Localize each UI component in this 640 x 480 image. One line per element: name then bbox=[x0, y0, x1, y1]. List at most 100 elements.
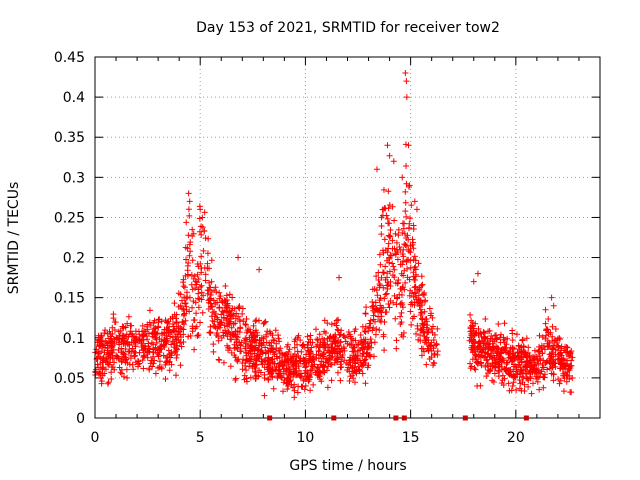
data-point-mark bbox=[494, 344, 501, 351]
data-point bbox=[383, 290, 390, 297]
data-point bbox=[189, 257, 196, 264]
data-point bbox=[411, 313, 418, 320]
data-point bbox=[376, 251, 383, 258]
data-point-mark bbox=[275, 332, 282, 339]
data-point-mark bbox=[208, 303, 215, 310]
data-point-mark bbox=[272, 327, 279, 334]
data-point bbox=[184, 245, 191, 252]
data-point bbox=[547, 329, 554, 336]
data-point-mark bbox=[171, 300, 178, 307]
data-point bbox=[418, 309, 425, 316]
y-tick-label: 0.15 bbox=[54, 291, 85, 307]
data-point-mark bbox=[189, 226, 196, 233]
data-point bbox=[213, 329, 220, 336]
data-point-mark bbox=[325, 360, 332, 367]
data-point-mark bbox=[166, 367, 173, 374]
data-point-mark bbox=[386, 233, 393, 240]
y-tick-label: 0.3 bbox=[63, 170, 85, 186]
data-point-mark bbox=[200, 292, 207, 299]
data-point bbox=[185, 206, 192, 213]
data-point bbox=[557, 377, 564, 384]
data-point bbox=[509, 383, 516, 390]
x-tick-label: 5 bbox=[196, 430, 205, 446]
data-point-mark bbox=[97, 361, 104, 368]
data-point bbox=[166, 367, 173, 374]
data-point-mark bbox=[185, 232, 192, 239]
data-point-mark bbox=[430, 337, 437, 344]
data-point-mark bbox=[111, 359, 118, 366]
data-point bbox=[374, 292, 381, 299]
data-point bbox=[124, 320, 131, 327]
data-point-mark bbox=[151, 357, 158, 364]
data-point-mark bbox=[510, 379, 517, 386]
data-point bbox=[381, 347, 388, 354]
data-point-mark bbox=[210, 348, 217, 355]
data-point-mark bbox=[155, 353, 162, 360]
data-point-mark bbox=[242, 322, 249, 329]
data-point bbox=[494, 344, 501, 351]
data-point bbox=[560, 388, 567, 395]
data-point-mark bbox=[353, 341, 360, 348]
data-point-mark bbox=[472, 320, 479, 327]
data-point bbox=[569, 354, 576, 361]
data-point bbox=[411, 284, 418, 291]
data-point bbox=[389, 203, 396, 210]
data-point-mark bbox=[495, 320, 502, 327]
data-point-mark bbox=[225, 344, 232, 351]
data-point-mark bbox=[505, 354, 512, 361]
data-point bbox=[202, 235, 209, 242]
data-point-mark bbox=[530, 380, 537, 387]
data-point bbox=[261, 319, 268, 326]
data-point bbox=[395, 232, 402, 239]
data-point bbox=[204, 250, 211, 257]
data-point-mark bbox=[557, 377, 564, 384]
data-point bbox=[130, 366, 137, 373]
data-point bbox=[525, 383, 532, 390]
data-point-mark bbox=[568, 348, 575, 355]
data-point-mark bbox=[304, 342, 311, 349]
data-point bbox=[340, 344, 347, 351]
data-point-mark bbox=[373, 273, 380, 280]
data-point-mark bbox=[253, 317, 260, 324]
data-point-mark bbox=[113, 334, 120, 341]
data-point bbox=[111, 359, 118, 366]
data-point-mark bbox=[321, 363, 328, 370]
data-point-mark bbox=[395, 232, 402, 239]
data-point bbox=[380, 186, 387, 193]
data-point bbox=[207, 323, 214, 330]
data-point-mark bbox=[412, 257, 419, 264]
data-point bbox=[346, 378, 353, 385]
data-point-mark bbox=[393, 301, 400, 308]
data-point bbox=[173, 318, 180, 325]
data-point bbox=[370, 302, 377, 309]
data-point bbox=[98, 348, 105, 355]
data-point-mark bbox=[154, 364, 161, 371]
data-point-mark bbox=[389, 203, 396, 210]
data-point-mark bbox=[525, 383, 532, 390]
data-point bbox=[95, 332, 102, 339]
data-point-mark bbox=[123, 366, 130, 373]
data-point-mark bbox=[418, 352, 425, 359]
data-point-mark bbox=[359, 353, 366, 360]
data-point bbox=[353, 341, 360, 348]
data-point bbox=[115, 339, 122, 346]
data-point-mark bbox=[186, 212, 193, 219]
data-point bbox=[418, 352, 425, 359]
data-point bbox=[307, 387, 314, 394]
data-point bbox=[139, 322, 146, 329]
data-point-mark bbox=[125, 313, 132, 320]
data-point bbox=[186, 252, 193, 259]
data-point-mark bbox=[388, 252, 395, 259]
data-point bbox=[185, 232, 192, 239]
data-point bbox=[408, 321, 415, 328]
data-point-mark bbox=[528, 390, 535, 397]
data-point-mark bbox=[198, 265, 205, 272]
y-tick-label: 0.25 bbox=[54, 210, 85, 226]
data-point-mark bbox=[400, 246, 407, 253]
data-point bbox=[171, 300, 178, 307]
data-point bbox=[402, 242, 409, 249]
data-point bbox=[164, 320, 171, 327]
x-tick-label: 10 bbox=[297, 430, 315, 446]
data-point-mark bbox=[150, 349, 157, 356]
data-point-mark bbox=[228, 336, 235, 343]
